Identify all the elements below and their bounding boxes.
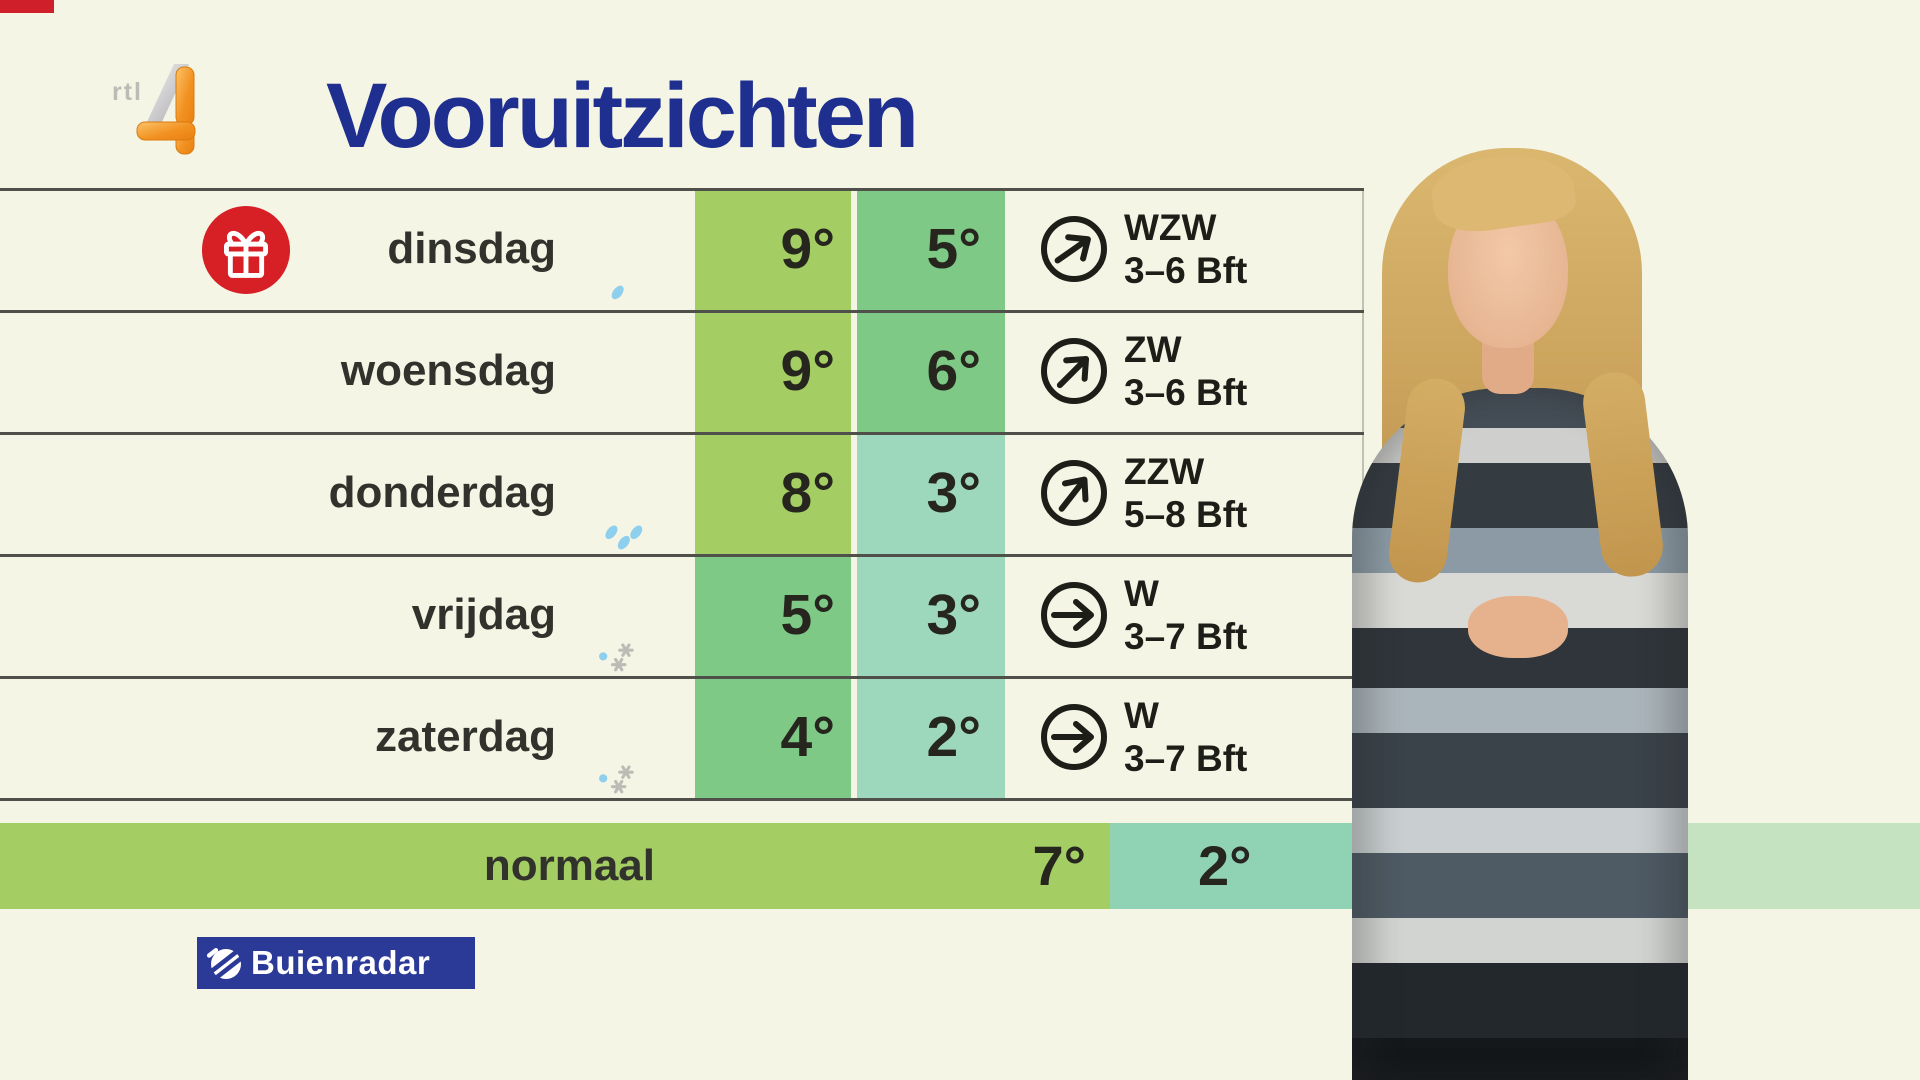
max-temp: 9° (695, 310, 851, 432)
cloud-sun-sleet-icon (568, 558, 688, 672)
day-label: vrijdag (411, 590, 556, 639)
wind-direction-icon (1041, 338, 1107, 404)
wind-direction-icon (1041, 460, 1107, 526)
normal-max-segment (0, 823, 1110, 909)
wind-direction-label: ZW (1124, 329, 1182, 370)
presenter-hands (1468, 596, 1568, 658)
page-title: Vooruitzichten (326, 65, 919, 167)
cloud-sun-sleet-icon (568, 680, 688, 794)
forecast-row: woensdag 9° 6° ZW (0, 310, 1364, 432)
wind-direction-label: W (1124, 573, 1159, 614)
gift-icon (201, 205, 291, 295)
wind-force-label: 3–6 Bft (1124, 250, 1248, 291)
corner-red-sliver (0, 0, 54, 13)
day-label: dinsdag (387, 224, 556, 273)
forecast-row: vrijdag 5° 3° (0, 554, 1364, 676)
normal-label: normaal (483, 841, 655, 890)
day-label: woensdag (340, 346, 556, 395)
cloud-rain-icon (568, 436, 688, 550)
day-label: donderdag (328, 468, 556, 517)
channel-logo-rtl-text: rtl (112, 78, 143, 106)
wind-text: W 3–7 Bft (1124, 676, 1247, 798)
presenter (1280, 140, 1720, 1080)
max-temp: 9° (695, 188, 851, 310)
cloud-sun-light-rain-icon (568, 192, 688, 306)
forecast-row: zaterdag 4° 2° (0, 676, 1364, 798)
min-temp: 3° (857, 554, 1005, 676)
min-temp: 6° (857, 310, 1005, 432)
wind-text: ZW 3–6 Bft (1124, 310, 1247, 432)
min-temp: 2° (857, 676, 1005, 798)
buienradar-label: Buienradar (251, 944, 431, 981)
wind-direction-label: WZW (1124, 207, 1217, 248)
wind-direction-icon (1041, 704, 1107, 770)
wind-force-label: 3–7 Bft (1124, 738, 1248, 779)
wind-text: ZZW 5–8 Bft (1124, 432, 1247, 554)
max-temp: 5° (695, 554, 851, 676)
wind-direction-icon (1041, 582, 1107, 648)
wind-text: W 3–7 Bft (1124, 554, 1247, 676)
cloud-sun-icon (568, 314, 688, 428)
normal-min-temp: 2° (1198, 834, 1252, 897)
channel-logo-4-icon (136, 64, 196, 155)
wind-direction-icon (1041, 216, 1107, 282)
wind-force-label: 3–6 Bft (1124, 372, 1248, 413)
wind-direction-label: ZZW (1124, 451, 1205, 492)
day-label: zaterdag (375, 712, 556, 761)
forecast-row: dinsdag 9° 5° (0, 188, 1364, 310)
buienradar-icon (206, 946, 243, 983)
channel-logo: rtl (110, 58, 205, 166)
min-temp: 5° (857, 188, 1005, 310)
wind-direction-label: W (1124, 695, 1159, 736)
wind-force-label: 5–8 Bft (1124, 494, 1248, 535)
wind-force-label: 3–7 Bft (1124, 616, 1248, 657)
max-temp: 8° (695, 432, 851, 554)
buienradar-logo: Buienradar (197, 937, 475, 989)
max-temp: 4° (695, 676, 851, 798)
wind-text: WZW 3–6 Bft (1124, 188, 1247, 310)
normal-max-temp: 7° (1032, 834, 1086, 897)
forecast-row: donderdag 8° 3° ZZW 5–8 Bft (0, 432, 1364, 554)
min-temp: 3° (857, 432, 1005, 554)
